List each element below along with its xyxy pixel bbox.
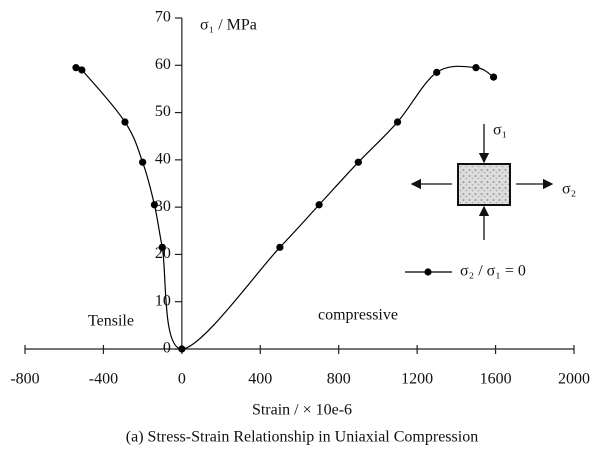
data-point bbox=[472, 64, 480, 72]
legend-label: σ₂ / σ₁ = 0 bbox=[460, 263, 526, 280]
annotation: σ₁ bbox=[493, 122, 507, 139]
data-point bbox=[78, 66, 86, 74]
data-point bbox=[276, 243, 284, 251]
data-point bbox=[158, 243, 166, 251]
data-point bbox=[433, 68, 441, 76]
x-tick-label: 2000 bbox=[558, 371, 590, 388]
data-point bbox=[72, 64, 80, 72]
annotation: σ₂ bbox=[562, 181, 576, 198]
x-tick-label: -800 bbox=[10, 371, 39, 388]
data-point bbox=[121, 118, 129, 126]
data-point bbox=[150, 201, 159, 209]
x-tick-label: 1200 bbox=[401, 371, 433, 388]
data-point bbox=[393, 118, 402, 126]
y-tick-label: 70 bbox=[155, 9, 171, 26]
y-tick-label: 60 bbox=[155, 56, 171, 73]
series-line bbox=[75, 64, 494, 350]
x-axis-label: Strain / × 10e-6 bbox=[252, 402, 352, 419]
x-tick-label: 0 bbox=[178, 371, 186, 388]
data-point bbox=[178, 345, 186, 353]
caption: (a) Stress-Strain Relationship in Uniaxi… bbox=[126, 429, 478, 446]
x-tick-label: 800 bbox=[327, 371, 351, 388]
y-tick-label: 40 bbox=[155, 151, 171, 168]
annotation: compressive bbox=[318, 307, 398, 324]
data-point bbox=[315, 201, 323, 209]
y-tick-label: 10 bbox=[155, 292, 171, 309]
y-tick-label: 30 bbox=[155, 198, 171, 215]
legend-marker bbox=[424, 268, 432, 276]
data-point bbox=[354, 158, 362, 166]
x-tick-label: -400 bbox=[89, 371, 118, 388]
load-diagram bbox=[410, 124, 554, 240]
y-tick-label: 50 bbox=[155, 103, 171, 120]
annotation: Tensile bbox=[88, 313, 134, 330]
data-point bbox=[139, 158, 147, 166]
x-tick-label: 400 bbox=[248, 371, 272, 388]
y-tick-label: 0 bbox=[163, 340, 171, 357]
x-tick-label: 1600 bbox=[480, 371, 512, 388]
data-point bbox=[490, 73, 498, 81]
y-axis-label: σ₁ / MPa bbox=[200, 17, 257, 34]
